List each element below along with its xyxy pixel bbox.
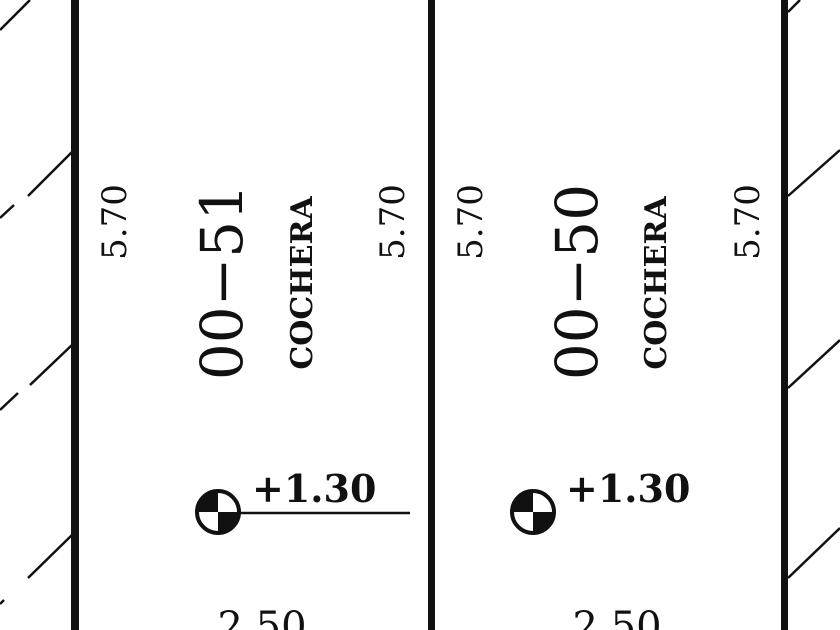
level-value: +1.30 <box>252 466 376 511</box>
room-code: 00−51 <box>188 184 256 380</box>
dim-left: 5.70 <box>451 184 491 260</box>
level-datum-icon <box>510 489 556 535</box>
room-code: 00−50 <box>543 184 611 380</box>
room-00-51: 5.70 00−51 COCHERA 5.70 +1.30 2.50 <box>95 184 413 630</box>
level-value: +1.30 <box>566 466 690 511</box>
wall-left <box>71 0 79 630</box>
level-datum-icon <box>195 489 241 535</box>
width-dim: 2.50 <box>572 604 661 630</box>
room-name: COCHERA <box>285 196 320 370</box>
room-00-50: 5.70 00−50 COCHERA 5.70 +1.30 2.50 <box>451 184 768 630</box>
hatch-right <box>787 0 840 579</box>
dim-left: 5.70 <box>95 184 135 260</box>
hatch-left <box>0 0 73 605</box>
width-dim: 2.50 <box>217 604 306 630</box>
wall-right <box>781 0 788 630</box>
room-name: COCHERA <box>639 196 674 370</box>
wall-middle <box>428 0 435 630</box>
dim-right: 5.70 <box>728 184 768 260</box>
dim-right: 5.70 <box>373 184 413 260</box>
